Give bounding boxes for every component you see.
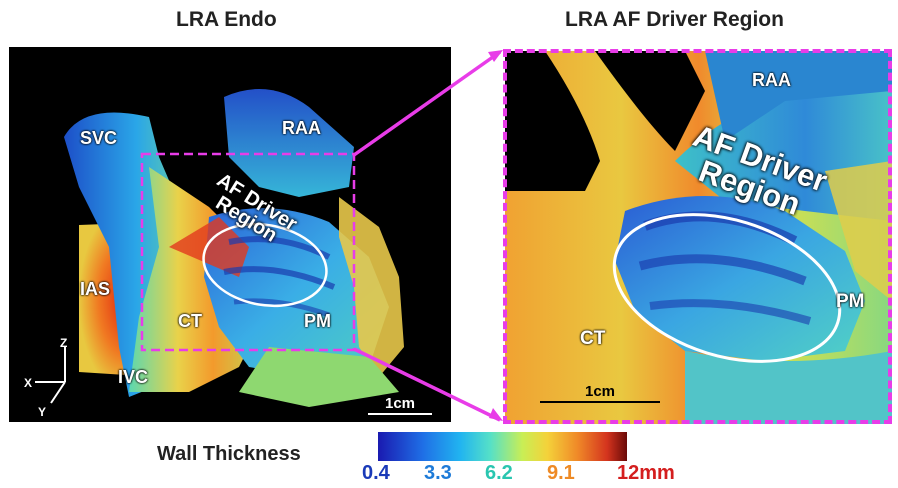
left-panel-title: LRA Endo bbox=[176, 8, 277, 31]
zoom-box bbox=[140, 152, 356, 352]
label-ias: IAS bbox=[80, 279, 111, 299]
label-pm-left: PM bbox=[304, 311, 331, 331]
driver-region-outline bbox=[202, 222, 328, 308]
lra-endo-render bbox=[9, 47, 451, 422]
legend-title: Wall Thickness bbox=[157, 443, 301, 465]
label-raa-right: RAA bbox=[752, 70, 791, 90]
right-panel-title: LRA AF Driver Region bbox=[565, 8, 784, 31]
left-scale-bar: 1cm bbox=[368, 395, 432, 415]
legend-tick-0: 0.4 bbox=[362, 462, 390, 484]
label-ct-left: CT bbox=[178, 311, 202, 331]
label-ivc: IVC bbox=[118, 367, 149, 387]
wall-thickness-colorbar bbox=[378, 432, 627, 461]
legend-tick-3: 9.1 bbox=[547, 462, 575, 484]
af-driver-zoom-image bbox=[505, 51, 892, 424]
label-ct-right: CT bbox=[580, 328, 606, 349]
axis-x: X bbox=[24, 376, 33, 390]
legend-tick-2: 6.2 bbox=[485, 462, 513, 484]
label-pm-right: PM bbox=[836, 291, 865, 312]
axis-y: Y bbox=[38, 405, 47, 419]
af-driver-zoom-render bbox=[505, 51, 892, 424]
label-svc: SVC bbox=[80, 128, 118, 148]
right-scale-label: 1cm bbox=[584, 383, 616, 400]
zoom-driver-outline bbox=[612, 213, 842, 363]
left-scale-line bbox=[368, 413, 432, 415]
right-scale-bar: 1cm bbox=[540, 383, 660, 403]
legend-tick-4: 12mm bbox=[617, 462, 675, 484]
label-raa-left: RAA bbox=[282, 118, 321, 138]
right-scale-line bbox=[540, 401, 660, 403]
lra-endo-image bbox=[35, 89, 404, 407]
axis-z: Z bbox=[60, 336, 68, 350]
left-scale-label: 1cm bbox=[384, 395, 416, 412]
legend-tick-1: 3.3 bbox=[424, 462, 452, 484]
